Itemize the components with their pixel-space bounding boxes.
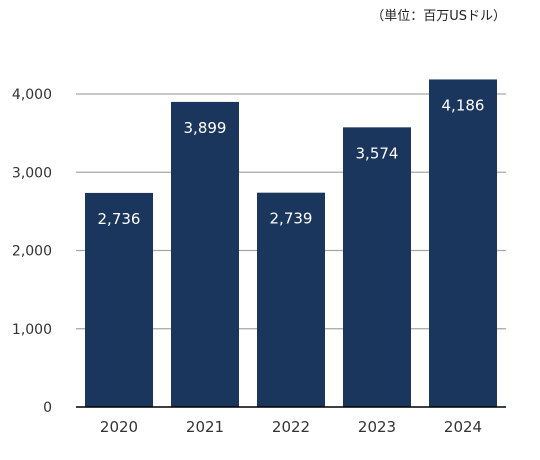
- bar-value-label: 4,186: [442, 96, 485, 114]
- x-tick-label: 2024: [444, 418, 482, 436]
- y-axis-tick-labels: 0 1,000 2,000 3,000 4,000: [12, 87, 52, 416]
- unit-note: （単位：百万USドル）: [371, 9, 506, 24]
- x-tick-label: 2021: [186, 418, 224, 436]
- bar-value-label: 3,899: [184, 119, 227, 137]
- bar-2024: [429, 79, 497, 408]
- bar-value-label: 3,574: [356, 144, 399, 162]
- bar-value-label: 2,736: [98, 210, 141, 228]
- bar-value-labels: 2,736 3,899 2,739 3,574 4,186: [98, 96, 485, 227]
- x-tick-label: 2022: [272, 418, 310, 436]
- bar-2022: [257, 192, 325, 407]
- x-tick-label: 2023: [358, 418, 396, 436]
- bar-2020: [85, 192, 153, 407]
- x-axis-tick-labels: 2020 2021 2022 2023 2024: [100, 418, 482, 436]
- y-tick-label: 1,000: [12, 322, 52, 338]
- y-tick-label: 4,000: [12, 87, 52, 103]
- y-tick-label: 2,000: [12, 244, 52, 260]
- bar-2023: [343, 127, 411, 407]
- x-tick-label: 2020: [100, 418, 138, 436]
- y-tick-label: 0: [43, 400, 52, 416]
- bar-value-label: 2,739: [270, 210, 313, 228]
- y-tick-label: 3,000: [12, 165, 52, 181]
- bar-2021: [171, 101, 239, 407]
- bars: [85, 79, 497, 408]
